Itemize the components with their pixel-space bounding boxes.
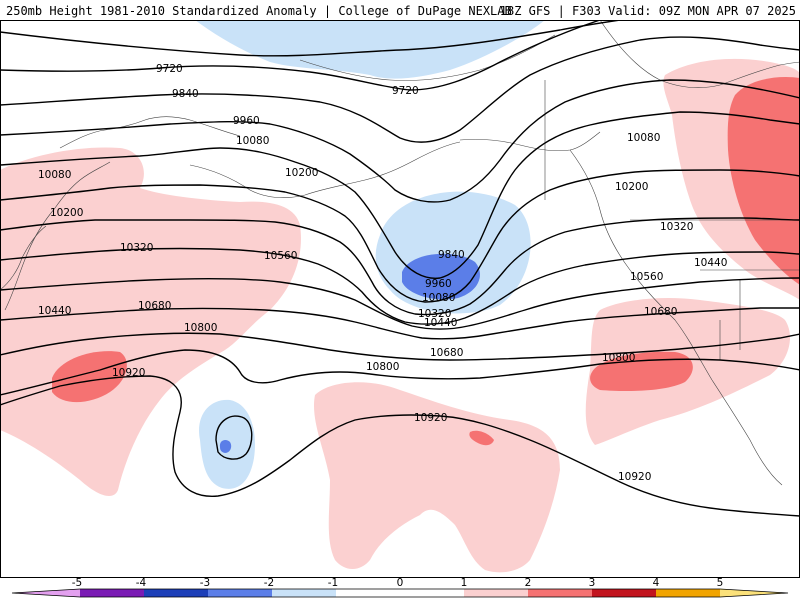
contour-label-10920: 10920 — [618, 471, 651, 483]
contour-label-10080: 10080 — [236, 135, 269, 147]
colorbar-tick-label: 1 — [461, 578, 468, 589]
colorbar-legend: -5 -4 -3 -2 -1 0 1 2 3 4 5 — [11, 578, 789, 598]
contour-label-10320: 10320 — [418, 308, 451, 320]
anomaly-pos1-west-pacific — [0, 147, 301, 496]
anomaly-pos2-hawaii — [469, 430, 494, 446]
contour-label-10800: 10800 — [602, 352, 635, 364]
contour-label-10320: 10320 — [120, 242, 153, 254]
colorbar-segment-zero-pos — [400, 589, 464, 597]
colorbar-tick-labels: -5 -4 -3 -2 -1 0 1 2 3 4 5 — [72, 578, 724, 589]
contour-label-10320: 10320 — [660, 221, 693, 233]
height-contours — [0, 20, 800, 517]
anomaly-pos2-west-canada — [727, 76, 800, 285]
colorbar-segment-neg5 — [12, 589, 80, 597]
contour-labels: 9720 9720 9840 9840 9960 9960 10080 1008… — [38, 63, 727, 483]
contour-label-10560: 10560 — [630, 271, 663, 283]
contour-label-10680: 10680 — [138, 300, 171, 312]
model-run-info: 18Z GFS | F303 Valid: 09Z MON APR 07 202… — [499, 4, 796, 18]
contour-label-10080: 10080 — [627, 132, 660, 144]
contour-label-10800: 10800 — [184, 322, 217, 334]
anomaly-map: 9720 9720 9840 9840 9960 9960 10080 1008… — [0, 20, 800, 578]
colorbar-tick-label: -2 — [264, 578, 274, 589]
colorbar-segment-neg3 — [144, 589, 208, 597]
colorbar-tick-label: 0 — [397, 578, 404, 589]
contour-label-9720: 9720 — [392, 85, 419, 97]
contour-label-10920: 10920 — [112, 367, 145, 379]
contour-label-10920: 10920 — [414, 412, 447, 424]
anomaly-neg2-subtropical — [219, 439, 232, 453]
colorbar-segment-zero-neg — [336, 589, 400, 597]
colorbar-tick-label: 5 — [717, 578, 724, 589]
contour-label-9840: 9840 — [438, 249, 465, 261]
contour-label-10440: 10440 — [424, 317, 457, 329]
contour-label-10560: 10560 — [264, 250, 297, 262]
colorbar-tick-label: 4 — [653, 578, 660, 589]
anomaly-pos1-central-pacific — [313, 382, 560, 573]
contour-label-10080: 10080 — [38, 169, 71, 181]
coastlines — [0, 20, 800, 486]
colorbar-segment-pos3 — [592, 589, 656, 597]
map-title: 250mb Height 1981-2010 Standardized Anom… — [6, 4, 512, 18]
colorbar-tick-label: -1 — [328, 578, 338, 589]
contour-label-9960: 9960 — [233, 115, 260, 127]
contour-label-10200: 10200 — [615, 181, 648, 193]
contour-label-10440: 10440 — [694, 257, 727, 269]
map-header: 250mb Height 1981-2010 Standardized Anom… — [0, 0, 800, 20]
colorbar-segment-pos2 — [528, 589, 592, 597]
colorbar-tick-label: -3 — [200, 578, 210, 589]
colorbar-segment-pos5 — [720, 589, 788, 597]
contour-label-9960: 9960 — [425, 278, 452, 290]
anomaly-neg1-arctic — [195, 20, 545, 79]
contour-label-10200: 10200 — [50, 207, 83, 219]
colorbar-segment-pos4 — [656, 589, 720, 597]
colorbar-outline — [11, 588, 789, 598]
contour-label-10200: 10200 — [285, 167, 318, 179]
contour-label-10680: 10680 — [644, 306, 677, 318]
contour-label-9840: 9840 — [172, 88, 199, 100]
colorbar-tick-label: 3 — [589, 578, 596, 589]
colorbar-tick-label: 2 — [525, 578, 532, 589]
colorbar-segment-neg4 — [80, 589, 144, 597]
colorbar-segments — [11, 588, 789, 598]
anomaly-pos2-east-pacific — [590, 351, 693, 392]
anomaly-pos2-west-pacific — [52, 351, 127, 403]
contour-label-10080: 10080 — [422, 292, 455, 304]
colorbar-segment-neg2 — [208, 589, 272, 597]
contour-label-10680: 10680 — [430, 347, 463, 359]
contour-label-10800: 10800 — [366, 361, 399, 373]
colorbar-tick-label: -5 — [72, 578, 82, 589]
colorbar-tick-label: -4 — [136, 578, 147, 589]
colorbar-segment-neg1 — [272, 589, 336, 597]
contour-label-10440: 10440 — [38, 305, 71, 317]
contour-label-9720: 9720 — [156, 63, 183, 75]
colorbar-segment-pos1 — [464, 589, 528, 597]
